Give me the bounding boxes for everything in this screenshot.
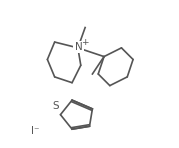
Text: I⁻: I⁻ (31, 126, 40, 136)
Text: N: N (75, 42, 83, 52)
Text: S: S (53, 101, 59, 111)
Text: +: + (81, 38, 88, 47)
